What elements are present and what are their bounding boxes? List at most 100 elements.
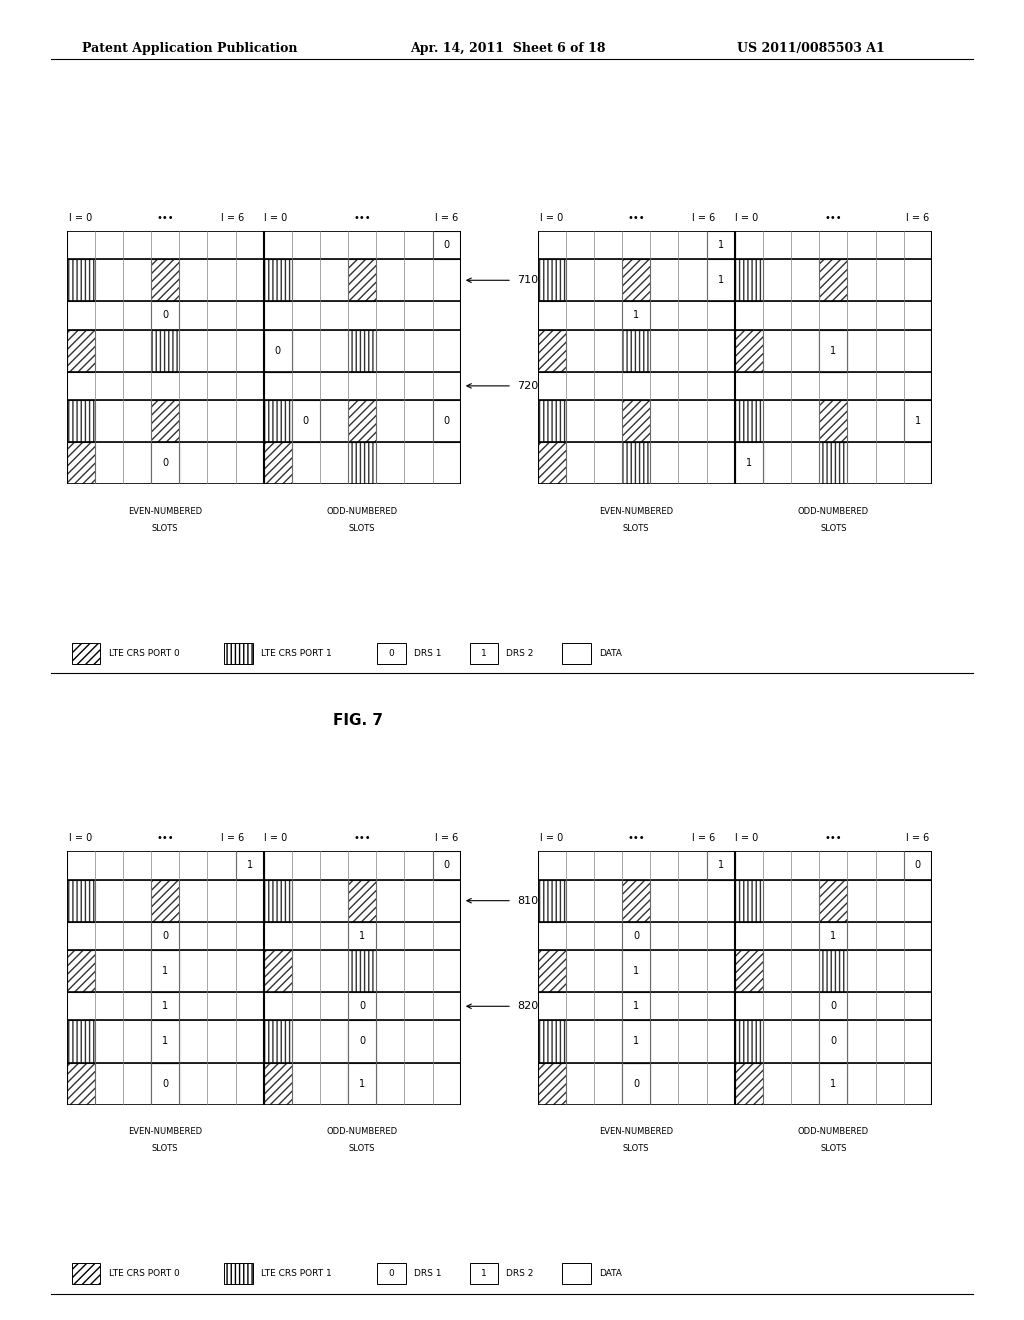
Bar — [404, 400, 433, 442]
Bar — [791, 259, 819, 301]
Bar — [67, 400, 94, 442]
Bar — [735, 879, 763, 921]
Text: l = 0: l = 0 — [735, 833, 758, 843]
Bar — [292, 372, 321, 400]
Bar — [207, 921, 236, 950]
Bar — [123, 1063, 152, 1105]
Bar — [594, 921, 623, 950]
Bar — [735, 442, 763, 484]
Text: l = 0: l = 0 — [540, 213, 563, 223]
Bar — [735, 851, 763, 879]
Bar — [152, 950, 179, 993]
Text: FIG. 7: FIG. 7 — [334, 713, 383, 727]
Bar — [819, 1063, 848, 1105]
Bar — [207, 372, 236, 400]
Bar — [565, 330, 594, 372]
Bar — [264, 1020, 292, 1063]
Text: l = 6: l = 6 — [906, 833, 930, 843]
Bar — [404, 1063, 433, 1105]
Bar — [348, 372, 377, 400]
Bar — [236, 851, 264, 879]
Bar — [791, 1063, 819, 1105]
Bar — [152, 259, 179, 301]
Bar — [319, 1020, 348, 1063]
Bar — [538, 1063, 565, 1105]
Bar — [650, 1063, 678, 1105]
Bar — [152, 921, 179, 950]
Text: ODD-NUMBERED: ODD-NUMBERED — [327, 1127, 397, 1137]
Bar — [67, 950, 94, 993]
Bar — [264, 1020, 292, 1063]
Bar — [819, 330, 848, 372]
Bar — [432, 1063, 461, 1105]
Bar — [432, 330, 461, 372]
Text: •••: ••• — [157, 833, 174, 843]
Bar — [319, 921, 348, 950]
Bar — [735, 1063, 763, 1105]
Bar — [904, 301, 932, 330]
Bar — [594, 1020, 623, 1063]
Text: l = 0: l = 0 — [735, 213, 758, 223]
Bar — [538, 851, 565, 879]
Bar — [848, 879, 876, 921]
Bar — [876, 330, 903, 372]
Bar — [565, 259, 594, 301]
Bar — [264, 400, 292, 442]
Bar — [538, 259, 565, 301]
Bar — [264, 879, 292, 921]
Bar — [679, 372, 707, 400]
Bar — [623, 301, 650, 330]
Bar — [67, 993, 94, 1020]
Bar — [179, 330, 207, 372]
Text: l = 6: l = 6 — [906, 213, 930, 223]
Bar — [538, 1020, 565, 1063]
Bar — [679, 442, 707, 484]
Bar — [67, 879, 94, 921]
Bar — [264, 1063, 292, 1105]
Text: DRS 1: DRS 1 — [414, 649, 441, 657]
Bar — [348, 1063, 377, 1105]
Text: 1: 1 — [359, 1078, 366, 1089]
Bar — [565, 1063, 594, 1105]
Bar — [763, 400, 791, 442]
Bar — [264, 442, 292, 484]
Bar — [94, 879, 123, 921]
Bar — [319, 372, 348, 400]
Bar — [377, 259, 404, 301]
Bar — [348, 400, 377, 442]
Bar — [67, 1020, 94, 1063]
Text: 0: 0 — [162, 458, 168, 469]
Bar — [735, 442, 763, 484]
Bar — [623, 993, 650, 1020]
Bar — [94, 993, 123, 1020]
Bar — [735, 259, 763, 301]
Bar — [819, 950, 848, 993]
Bar — [264, 950, 292, 993]
Bar — [623, 879, 650, 921]
Bar — [904, 950, 932, 993]
Text: 0: 0 — [162, 931, 168, 941]
Bar — [623, 400, 650, 442]
Bar — [377, 921, 404, 950]
Bar — [236, 259, 264, 301]
Text: •••: ••• — [824, 213, 842, 223]
Bar — [404, 259, 433, 301]
Bar — [538, 400, 565, 442]
Bar — [348, 1063, 377, 1105]
Bar — [904, 1063, 932, 1105]
Text: 810: 810 — [517, 896, 539, 906]
Bar — [763, 301, 791, 330]
Bar — [623, 231, 650, 259]
Bar — [848, 400, 876, 442]
Text: •••: ••• — [628, 213, 645, 223]
Text: 1: 1 — [247, 861, 253, 870]
Bar — [735, 1020, 763, 1063]
Text: 0: 0 — [303, 416, 309, 426]
Bar — [179, 993, 207, 1020]
Text: LTE CRS PORT 0: LTE CRS PORT 0 — [109, 1270, 179, 1278]
Bar — [848, 231, 876, 259]
Bar — [538, 993, 565, 1020]
Bar — [67, 1020, 94, 1063]
Bar — [763, 259, 791, 301]
Bar — [179, 231, 207, 259]
